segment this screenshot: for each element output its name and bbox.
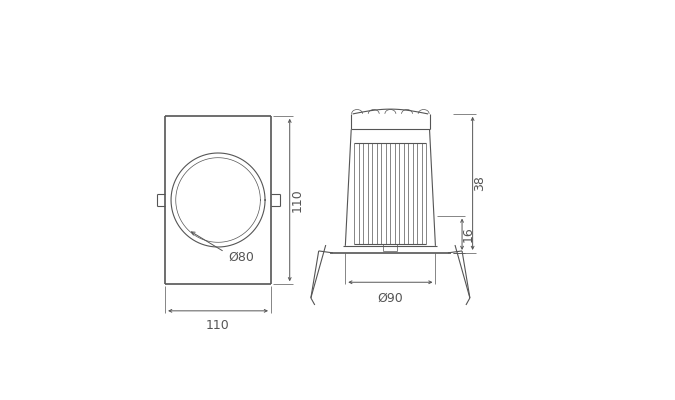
Text: 110: 110 — [206, 320, 230, 332]
Text: Ø90: Ø90 — [377, 292, 403, 305]
Text: Ø80: Ø80 — [229, 250, 254, 263]
Text: 16: 16 — [462, 226, 475, 242]
Text: 38: 38 — [473, 176, 486, 191]
Text: 110: 110 — [290, 188, 303, 212]
